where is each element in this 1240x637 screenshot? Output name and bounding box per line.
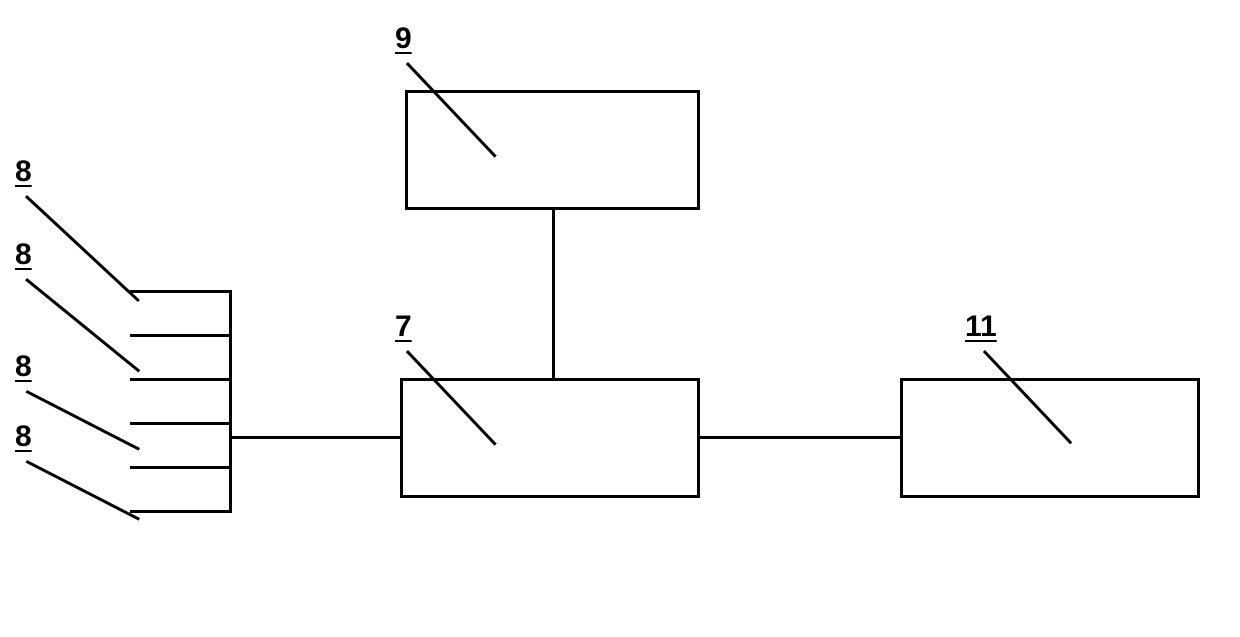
label-8: 8 bbox=[15, 420, 32, 454]
label-8: 8 bbox=[15, 350, 32, 384]
label-11: 11 bbox=[965, 310, 997, 344]
connector bbox=[552, 210, 555, 378]
leader-line bbox=[25, 278, 140, 372]
label-7: 7 bbox=[395, 310, 412, 344]
connector bbox=[700, 436, 900, 439]
leader-line bbox=[26, 390, 140, 451]
stack-item bbox=[130, 290, 232, 337]
stack-item bbox=[130, 334, 232, 381]
stack-item bbox=[130, 510, 232, 513]
diagram-canvas: 9 7 11 8 8 8 8 bbox=[0, 0, 1240, 637]
block-11 bbox=[900, 378, 1200, 498]
leader-line bbox=[26, 460, 140, 521]
connector bbox=[232, 436, 400, 439]
label-8: 8 bbox=[15, 155, 32, 189]
leader-line bbox=[25, 195, 140, 302]
stack-item bbox=[130, 378, 232, 425]
label-9: 9 bbox=[395, 22, 412, 56]
block-7 bbox=[400, 378, 700, 498]
stack-item bbox=[130, 466, 232, 513]
stack-item bbox=[130, 422, 232, 469]
label-8: 8 bbox=[15, 238, 32, 272]
